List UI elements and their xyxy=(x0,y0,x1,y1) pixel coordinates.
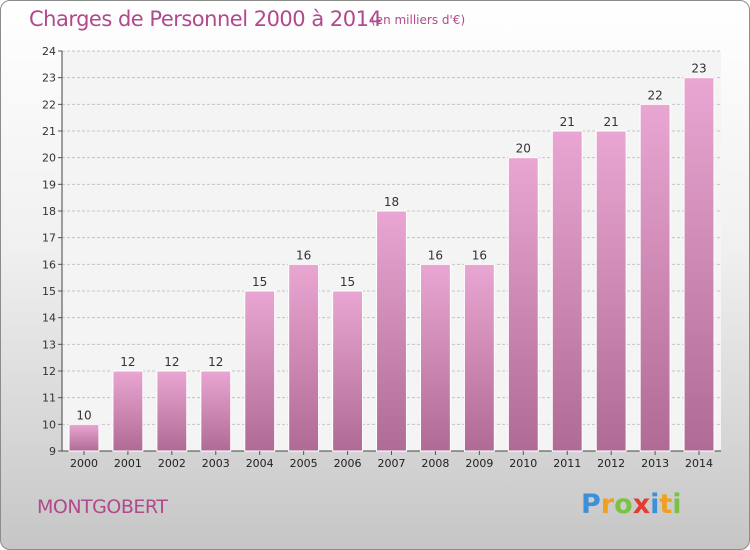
data-label: 16 xyxy=(472,248,487,262)
x-tick-label: 2002 xyxy=(158,457,186,470)
y-tick-label: 9 xyxy=(49,445,56,458)
y-tick-label: 13 xyxy=(42,338,56,351)
bar xyxy=(200,370,232,452)
bar xyxy=(332,290,364,452)
bar xyxy=(376,210,407,452)
x-tick-label: 2003 xyxy=(202,457,230,470)
bar xyxy=(639,103,671,452)
y-tick-label: 23 xyxy=(42,72,56,85)
data-label: 12 xyxy=(208,355,223,369)
data-label: 12 xyxy=(120,355,135,369)
logo-letter: i xyxy=(672,489,682,520)
logo-letter: o xyxy=(614,489,633,520)
logo-letter: P xyxy=(581,489,601,520)
x-tick-label: 2008 xyxy=(421,457,449,470)
bar xyxy=(595,130,627,452)
chart-subtitle: (en milliers d'€) xyxy=(371,13,466,27)
x-tick-label: 2012 xyxy=(597,457,625,470)
data-label: 23 xyxy=(691,62,706,76)
y-tick-label: 15 xyxy=(42,285,56,298)
y-tick-label: 10 xyxy=(42,418,56,431)
x-tick-label: 2007 xyxy=(378,457,406,470)
y-tick-label: 24 xyxy=(42,45,56,58)
data-label: 21 xyxy=(604,115,619,129)
bar xyxy=(419,263,451,452)
y-tick-label: 16 xyxy=(42,258,56,271)
data-label: 10 xyxy=(76,408,91,422)
x-tick-label: 2004 xyxy=(246,457,274,470)
x-tick-label: 2013 xyxy=(641,457,669,470)
bar xyxy=(112,370,144,452)
logo-letter: r xyxy=(600,489,615,520)
data-label: 15 xyxy=(252,275,267,289)
x-tick-label: 2014 xyxy=(685,457,713,470)
logo-letter: t xyxy=(659,489,673,520)
x-tick-label: 2010 xyxy=(509,457,537,470)
data-label: 16 xyxy=(428,248,443,262)
data-label: 15 xyxy=(340,275,355,289)
data-label: 12 xyxy=(164,355,179,369)
data-label: 18 xyxy=(384,195,399,209)
bar xyxy=(244,290,276,452)
logo-letter: i xyxy=(650,489,660,520)
bar xyxy=(507,157,539,452)
y-tick-label: 22 xyxy=(42,98,56,111)
bar xyxy=(683,77,715,452)
x-tick-label: 2000 xyxy=(70,457,98,470)
y-tick-label: 20 xyxy=(42,152,56,165)
data-label: 20 xyxy=(516,142,531,156)
bar xyxy=(288,263,320,452)
x-tick-label: 2001 xyxy=(114,457,142,470)
data-label: 16 xyxy=(296,248,311,262)
chart-title: Charges de Personnel 2000 à 2014 xyxy=(29,7,382,31)
y-tick-label: 14 xyxy=(42,312,56,325)
bar xyxy=(551,130,583,452)
x-tick-label: 2011 xyxy=(553,457,581,470)
commune-name: MONTGOBERT xyxy=(37,496,168,518)
data-label: 22 xyxy=(647,88,662,102)
bar xyxy=(463,263,495,452)
y-tick-label: 11 xyxy=(42,392,56,405)
y-tick-label: 12 xyxy=(42,365,56,378)
proxiti-logo: Proxiti xyxy=(581,489,682,520)
logo-letter: x xyxy=(632,489,651,520)
y-tick-label: 17 xyxy=(42,232,56,245)
data-label: 21 xyxy=(560,115,575,129)
x-tick-label: 2009 xyxy=(465,457,493,470)
x-tick-label: 2005 xyxy=(290,457,318,470)
y-tick-label: 19 xyxy=(42,178,56,191)
bar xyxy=(68,423,100,452)
y-tick-label: 21 xyxy=(42,125,56,138)
bar xyxy=(156,370,188,452)
x-tick-label: 2006 xyxy=(334,457,362,470)
y-tick-label: 18 xyxy=(42,205,56,218)
